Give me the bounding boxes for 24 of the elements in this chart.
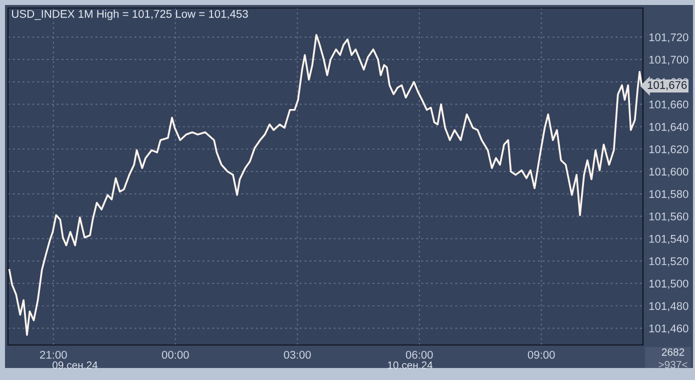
y-tick-label: 101,600 [649, 168, 688, 177]
x-tick-label: 00:00 [162, 350, 189, 359]
y-tick-label: 101,700 [649, 56, 688, 65]
text: 2682 [662, 348, 684, 356]
y-tick-label: 101,620 [649, 145, 688, 155]
x-tick-label: 06:00 [406, 350, 433, 359]
y-tick-label: 101,480 [649, 302, 688, 312]
x-tick-label: 03:00 [284, 350, 311, 359]
text: >937< [658, 360, 688, 368]
y-tick-label: 101,460 [649, 324, 688, 334]
y-tick-label: 101,560 [649, 212, 688, 222]
y-tick-label: 101,640 [649, 122, 688, 132]
y-tick-label: 101,500 [649, 280, 688, 289]
text: 09.сен.24 [52, 361, 98, 369]
x-tick-label: 21:00 [40, 350, 67, 359]
y-tick-label: 101,540 [649, 234, 688, 244]
text: 101,676 [648, 81, 687, 90]
y-tick-label: 101,520 [649, 257, 688, 266]
y-tick-label: 101,660 [649, 100, 688, 110]
chart-title: USD_INDEX 1M High = 101,725 Low = 101,453 [12, 10, 248, 20]
text: 10.сен.24 [388, 361, 433, 369]
y-tick-label: 101,720 [649, 33, 688, 43]
x-tick-label: 09:00 [528, 350, 555, 359]
y-tick-label: 101,580 [649, 190, 688, 200]
